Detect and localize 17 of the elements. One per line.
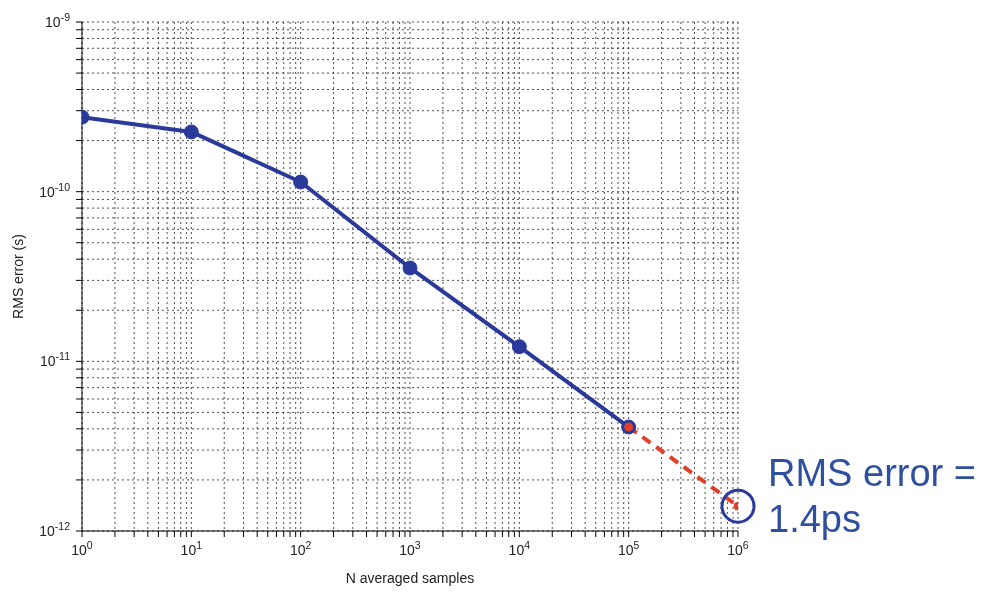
point — [511, 339, 527, 355]
x-axis-title: N averaged samples — [345, 570, 475, 586]
y-tick-label: 10$^{-9}$ — [45, 11, 71, 30]
x-tick-label: 10$^{0}$ — [71, 539, 93, 558]
y-tick-label: 10$^{-11}$ — [40, 350, 71, 370]
point — [293, 174, 309, 190]
y-tick-label: 10$^{-10}$ — [39, 180, 71, 200]
y-tick-label: 10$^{-12}$ — [39, 520, 71, 539]
point — [402, 260, 418, 276]
text: RMS error = 1.4ps — [768, 452, 976, 541]
x-tick-label: 10$^{6}$ — [727, 539, 749, 558]
x-tick-label: 10$^{2}$ — [289, 539, 312, 558]
x-tick-label: 10$^{4}$ — [508, 539, 531, 558]
x-tick-label: 10$^{5}$ — [617, 539, 640, 558]
y-axis-title: RMS error (s) — [9, 234, 26, 319]
x-tick-label: 10$^{3}$ — [399, 539, 421, 558]
x-tick-label: 10$^{1}$ — [180, 539, 203, 558]
